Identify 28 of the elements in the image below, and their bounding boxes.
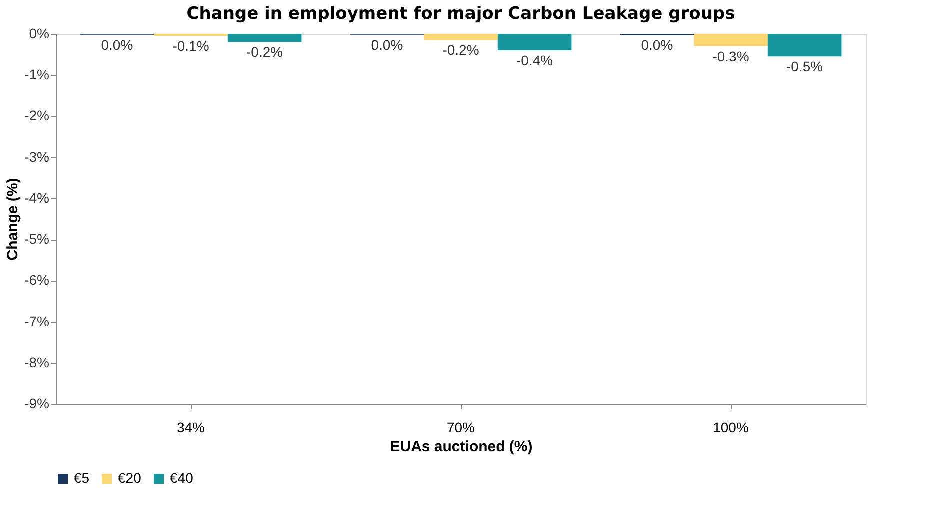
x-tick-label: 34% — [176, 420, 206, 436]
chart-title: Change in employment for major Carbon Leakage groups — [186, 4, 736, 24]
y-tick-label: -9% — [24, 396, 50, 412]
y-tick-label: -5% — [24, 231, 50, 248]
legend-label: €20 — [118, 470, 142, 486]
data-label: -0.4% — [516, 52, 554, 68]
data-label: 0.0% — [371, 36, 404, 53]
legend-label: €5 — [74, 470, 90, 486]
y-tick-label: -7% — [24, 313, 50, 330]
legend-label: €40 — [170, 470, 194, 486]
x-axis-title: EUAs auctioned (%) — [390, 438, 533, 456]
y-tick-label: -1% — [24, 66, 50, 83]
x-tick-label: 100% — [713, 420, 749, 436]
data-label: -0.2% — [442, 42, 480, 58]
y-tick-label: -6% — [24, 272, 50, 288]
x-tick-label: 70% — [446, 420, 476, 436]
y-tick-label: -3% — [24, 148, 50, 165]
data-label: -0.5% — [786, 58, 824, 75]
y-tick-label: -8% — [24, 354, 50, 370]
data-label: -0.2% — [246, 44, 284, 60]
data-label: -0.1% — [172, 38, 210, 54]
data-label: 0.0% — [641, 37, 674, 54]
y-tick-label: 0% — [29, 26, 50, 42]
data-label: 0.0% — [101, 36, 134, 53]
y-axis-title: Change (%) — [4, 178, 22, 261]
y-tick-label: -2% — [24, 108, 50, 124]
data-label: -0.3% — [712, 48, 750, 64]
y-tick-label: -4% — [24, 190, 50, 206]
